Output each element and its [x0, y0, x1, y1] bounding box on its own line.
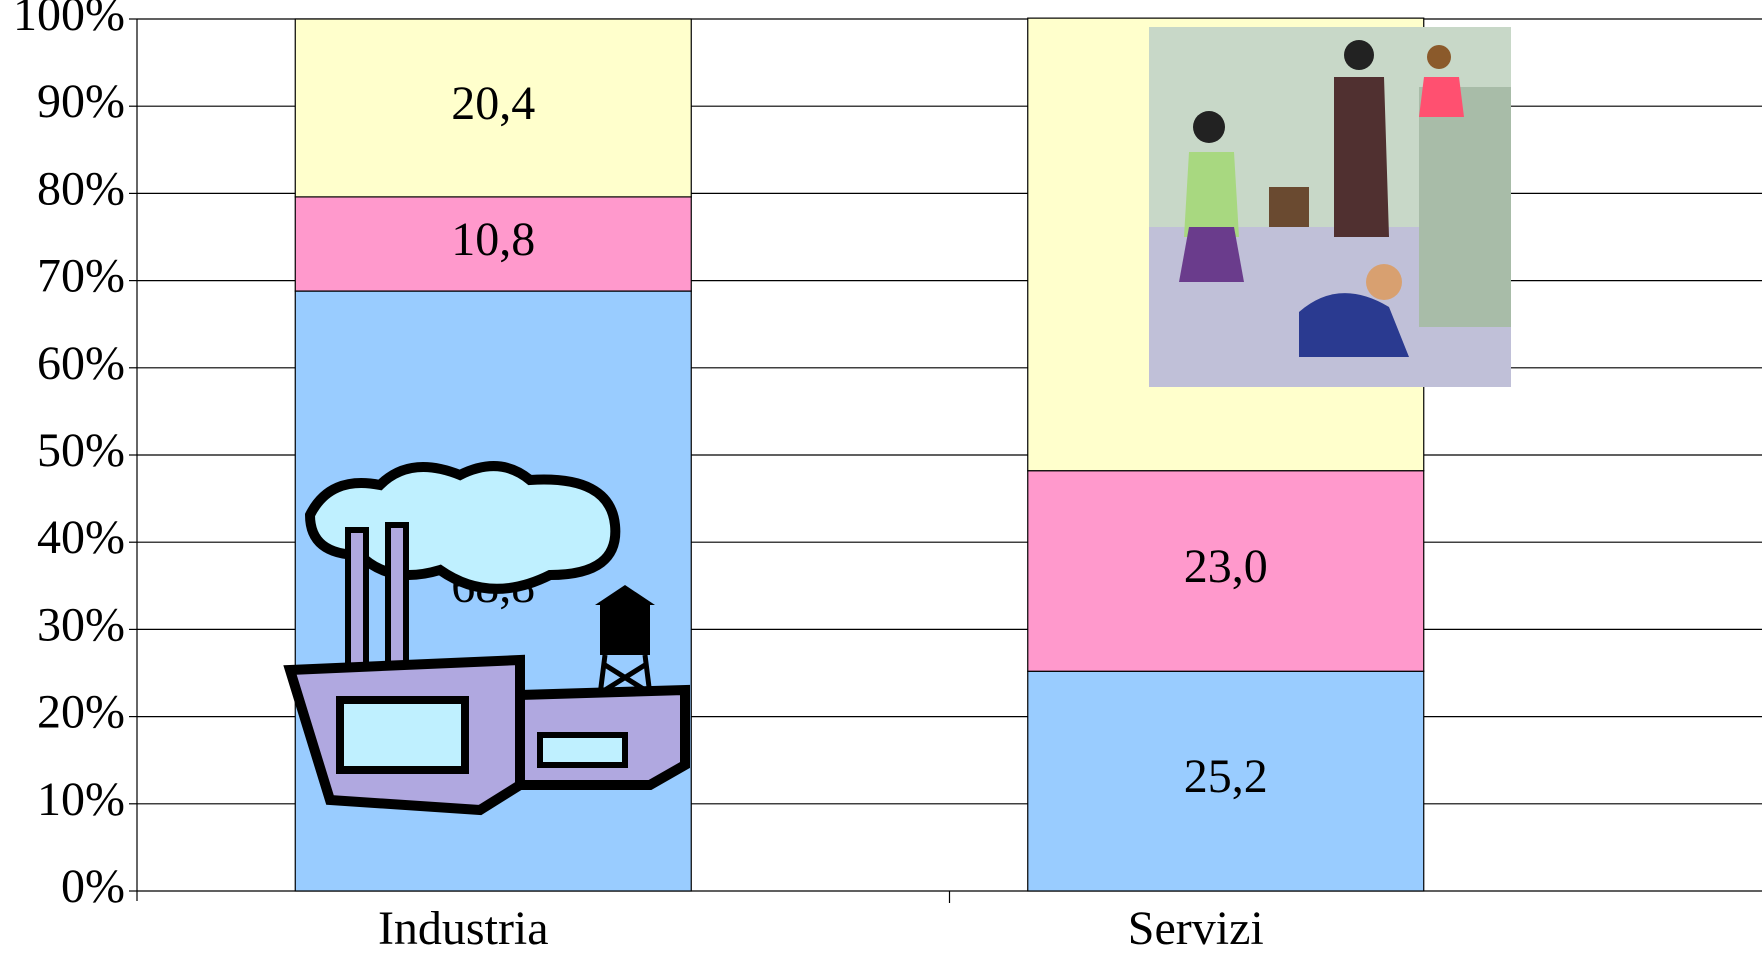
y-tick-label: 50% [37, 424, 125, 477]
y-tick-label: 60% [37, 337, 125, 390]
y-tick-label: 80% [37, 162, 125, 215]
y-tick-label: 10% [37, 773, 125, 826]
y-tick-label: 100% [13, 0, 125, 41]
bar-segment [294, 18, 692, 198]
y-tick-label: 20% [37, 686, 125, 739]
value-label: 20,4 [451, 77, 535, 130]
factory-clipart [283, 461, 690, 816]
y-tick-label: 30% [37, 598, 125, 651]
bar-segment [1027, 470, 1425, 672]
x-tick-label: Industria [378, 902, 549, 955]
value-label: 25,2 [1184, 750, 1268, 803]
y-tick-label: 70% [37, 250, 125, 303]
office-clipart [1149, 27, 1511, 387]
x-tick-label: Servizi [1128, 902, 1264, 955]
y-tick-label: 40% [37, 511, 125, 564]
bar-segment [294, 196, 692, 292]
bar-segment [1027, 670, 1425, 892]
y-tick-label: 90% [37, 75, 125, 128]
y-tick-label: 0% [61, 860, 125, 913]
value-label: 10,8 [451, 213, 535, 266]
value-label: 23,0 [1184, 540, 1268, 593]
